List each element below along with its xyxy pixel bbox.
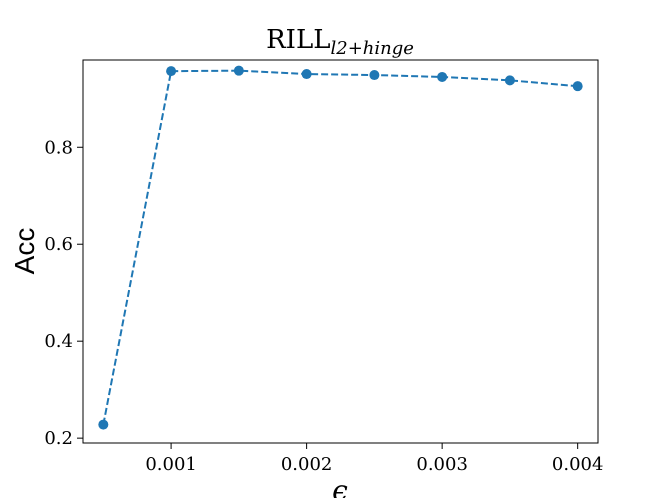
- series-layer: [98, 65, 583, 430]
- svg-text:RILLl2+hinge: RILLl2+hinge: [266, 25, 414, 59]
- data-point: [301, 69, 312, 80]
- x-axis-ticks: 0.001 0.002 0.003 0.004: [145, 443, 603, 475]
- y-tick-label: 0.4: [44, 331, 73, 352]
- data-point: [233, 65, 244, 76]
- chart-title-main: RILL: [266, 25, 330, 55]
- x-tick-label: 0.001: [145, 454, 197, 475]
- y-tick-label: 0.8: [44, 137, 73, 158]
- x-axis-label: ϵ: [332, 474, 348, 498]
- plot-frame: [82, 59, 599, 444]
- y-tick-label: 0.2: [44, 428, 73, 449]
- data-point: [166, 66, 177, 77]
- chart-title-subscript: l2+hinge: [330, 38, 413, 59]
- data-point: [369, 70, 380, 81]
- y-tick-label: 0.6: [44, 234, 73, 255]
- x-tick-label: 0.004: [552, 454, 604, 475]
- data-point: [437, 71, 448, 82]
- y-axis-ticks: 0.2 0.4 0.6 0.8: [44, 137, 83, 449]
- chart-title: RILLl2+hinge: [266, 25, 414, 59]
- series-line: [102, 69, 578, 425]
- data-point: [98, 419, 109, 430]
- data-point: [572, 81, 583, 92]
- data-point: [504, 75, 515, 86]
- x-tick-label: 0.002: [281, 454, 333, 475]
- x-tick-label: 0.003: [416, 454, 468, 475]
- y-axis-label: Acc: [9, 228, 40, 275]
